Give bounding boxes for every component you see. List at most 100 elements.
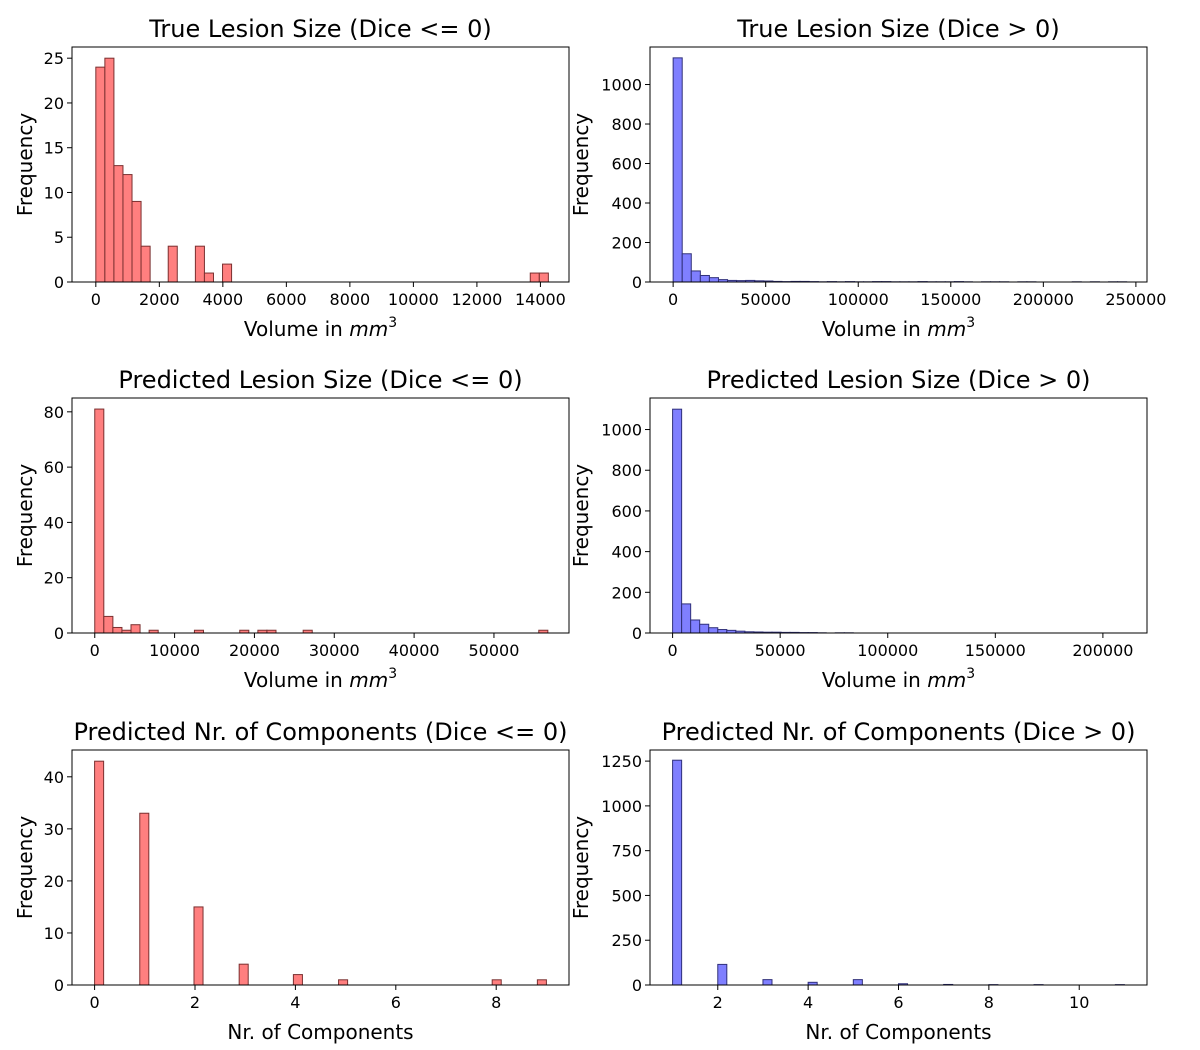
histogram-bar: [112, 626, 123, 634]
x-axis-label-unit: mm: [349, 668, 388, 692]
x-tick-label: 150000: [965, 641, 1026, 660]
histogram-bar: [672, 57, 683, 283]
histogram-bar: [122, 174, 133, 283]
x-tick-label: 14000: [515, 290, 566, 309]
x-tick-label: 0: [90, 641, 100, 660]
histogram-bar: [690, 619, 701, 634]
y-tick-label: 20: [44, 872, 64, 891]
subplot-pred-components-pos: Predicted Nr. of Components (Dice > 0) 2 4…: [569, 718, 1148, 1044]
y-tick-label: 0: [632, 624, 642, 643]
y-axis-label: Frequency: [13, 113, 37, 216]
y-tick-label: 800: [611, 115, 642, 134]
chart-title: Predicted Nr. of Components (Dice > 0): [662, 718, 1136, 746]
chart-title: Predicted Lesion Size (Dice <= 0): [118, 366, 522, 394]
x-tick-label: 10000: [149, 641, 200, 660]
y-tick-label: 80: [44, 403, 64, 422]
chart-title: Predicted Nr. of Components (Dice <= 0): [74, 718, 568, 746]
y-tick-label: 750: [611, 842, 642, 861]
y-tick-label: 30: [44, 820, 64, 839]
x-tick-label: 50000: [755, 641, 806, 660]
histogram-bar: [193, 906, 204, 986]
x-tick-label: 6: [893, 993, 903, 1012]
chart-title: True Lesion Size (Dice > 0): [736, 15, 1059, 43]
histogram-bar: [140, 245, 151, 283]
subplot-true-lesion-neg: True Lesion Size (Dice <= 0) 0 2000 4000 600…: [13, 15, 570, 341]
y-tick-label: 40: [44, 768, 64, 787]
x-tick-label: 8: [491, 993, 501, 1012]
plot-frame: [71, 749, 570, 986]
x-tick-label: 0: [91, 290, 101, 309]
histogram-bar: [717, 963, 728, 986]
y-tick-label: 0: [54, 624, 64, 643]
y-tick-label: 25: [44, 49, 64, 68]
histogram-bar: [536, 979, 547, 986]
y-axis-label: Frequency: [13, 464, 37, 567]
chart-title: Predicted Lesion Size (Dice > 0): [706, 366, 1090, 394]
y-tick-label: 200: [611, 583, 642, 602]
x-tick-label: 2000: [139, 290, 180, 309]
y-tick-label: 400: [611, 543, 642, 562]
histogram-bar: [708, 277, 719, 283]
histogram-bar: [690, 270, 701, 283]
x-axis-label: Volume in mm3: [822, 666, 975, 692]
y-tick-label: 1000: [601, 797, 642, 816]
x-axis-label-exponent: 3: [388, 315, 397, 331]
y-tick-label: 40: [44, 513, 64, 532]
histogram-bar: [95, 66, 106, 283]
x-axis-label: Nr. of Components: [805, 1020, 991, 1044]
x-axis-label-unit: mm: [927, 668, 966, 692]
x-axis-label-unit: mm: [349, 317, 388, 341]
y-axis-label: Frequency: [569, 113, 593, 216]
x-tick-label: 8000: [330, 290, 371, 309]
y-tick-label: 20: [44, 94, 64, 113]
x-tick-label: 250000: [1105, 290, 1166, 309]
x-tick-label: 100000: [857, 641, 918, 660]
x-tick-label: 30000: [309, 641, 360, 660]
y-axis-label: Frequency: [569, 816, 593, 919]
y-tick-label: 1000: [601, 421, 642, 440]
subplot-true-lesion-pos: True Lesion Size (Dice > 0) 0 50000 100000 1…: [569, 15, 1166, 341]
x-tick-label: 50000: [468, 641, 519, 660]
x-axis-label-text: Volume in: [822, 668, 927, 692]
x-axis-label-text: Nr. of Components: [805, 1020, 991, 1044]
x-tick-label: 6: [391, 993, 401, 1012]
x-tick-label: 40000: [389, 641, 440, 660]
histogram-bar: [131, 200, 142, 283]
x-axis-label-unit: mm: [927, 317, 966, 341]
x-tick-label: 12000: [451, 290, 502, 309]
histogram-bar: [292, 974, 303, 986]
chart-title: True Lesion Size (Dice <= 0): [148, 15, 492, 43]
x-tick-label: 8: [984, 993, 994, 1012]
x-tick-label: 100000: [828, 290, 889, 309]
histogram-bar: [130, 624, 141, 634]
x-tick-label: 0: [668, 290, 678, 309]
subplot-pred-lesion-neg: Predicted Lesion Size (Dice <= 0) 0 10000 2…: [13, 366, 570, 692]
y-tick-label: 200: [611, 234, 642, 253]
x-axis-label-exponent: 3: [966, 315, 975, 331]
histogram-bar: [529, 272, 540, 283]
subplot-pred-lesion-pos: Predicted Lesion Size (Dice > 0) 0 50000 10…: [569, 366, 1148, 692]
plot-frame: [649, 749, 1148, 986]
x-axis-label-text: Volume in: [822, 317, 927, 341]
histogram-bar: [491, 979, 502, 986]
x-axis-label: Volume in mm3: [244, 315, 397, 341]
y-axis-label: Frequency: [569, 464, 593, 567]
y-tick-label: 0: [632, 273, 642, 292]
plot-frame: [71, 46, 570, 283]
histogram-bar: [672, 408, 683, 634]
histogram-bar: [139, 812, 150, 986]
histogram-bar: [104, 57, 115, 283]
y-tick-label: 10: [44, 924, 64, 943]
x-tick-label: 150000: [920, 290, 981, 309]
histogram-bar: [94, 408, 105, 634]
x-axis-label-text: Volume in: [244, 317, 349, 341]
y-tick-label: 1000: [601, 76, 642, 95]
x-axis-label-exponent: 3: [388, 666, 397, 682]
histogram-bar: [699, 623, 710, 634]
x-tick-label: 200000: [1072, 641, 1133, 660]
y-tick-label: 10: [44, 183, 64, 202]
histogram-bar: [538, 272, 549, 283]
x-tick-label: 4000: [202, 290, 243, 309]
x-tick-label: 50000: [740, 290, 791, 309]
